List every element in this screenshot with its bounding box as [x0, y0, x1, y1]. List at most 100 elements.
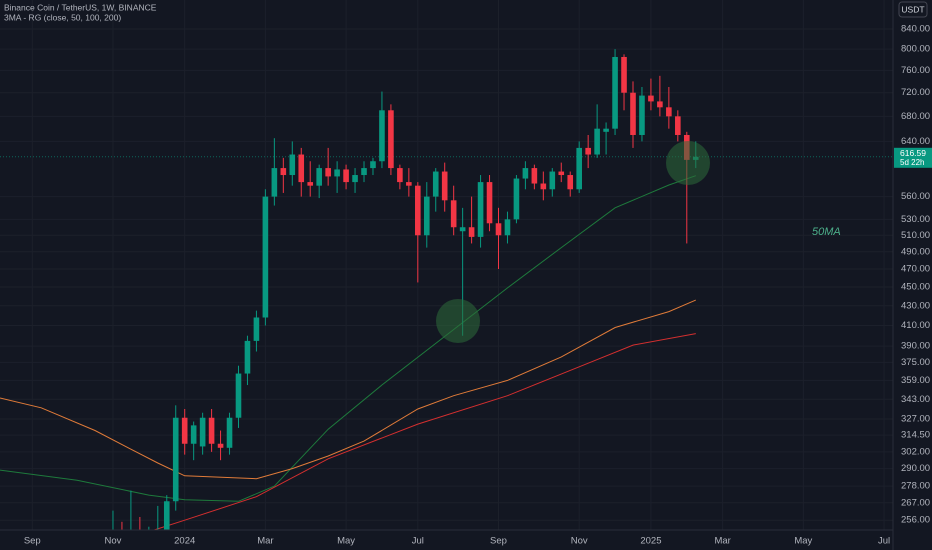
y-tick-label: 302.00 — [901, 446, 930, 457]
candle-body — [172, 417, 179, 502]
candle-body — [603, 128, 609, 132]
y-tick-label: 530.00 — [901, 214, 930, 225]
x-tick-label: Nov — [571, 536, 588, 547]
x-tick-label: Mar — [714, 536, 730, 547]
candle-body — [612, 56, 618, 129]
candle-body — [639, 95, 645, 135]
y-tick-label: 343.00 — [901, 394, 930, 405]
candle-body — [522, 168, 529, 179]
currency-box[interactable] — [898, 1, 928, 18]
candle-body — [468, 227, 475, 237]
x-tick-label: May — [794, 536, 812, 547]
x-tick-label: Mar — [257, 536, 273, 547]
y-tick-label: 640.00 — [901, 136, 930, 147]
candle-body — [666, 107, 672, 117]
y-tick-label: 327.00 — [901, 414, 930, 425]
candle-body — [567, 175, 574, 190]
candle-body — [352, 175, 358, 183]
candle-body — [343, 169, 349, 183]
candle-body — [217, 443, 224, 448]
y-tick-label: 267.00 — [901, 497, 930, 508]
y-tick-label: 490.00 — [901, 246, 930, 257]
candle-body — [441, 171, 448, 201]
candle-body — [334, 169, 340, 177]
countdown: 5d 22h — [900, 158, 924, 167]
moving-average — [0, 299, 696, 480]
candles — [112, 49, 699, 530]
candle-body — [262, 196, 269, 318]
x-tick-label: Sep — [490, 536, 507, 547]
currency[interactable]: USDT — [901, 4, 924, 14]
x-tick-label: 2025 — [640, 536, 661, 547]
candle-body — [307, 182, 314, 186]
x-tick-label: Nov — [105, 536, 122, 547]
candle-body — [459, 227, 466, 232]
y-tick-label: 560.00 — [901, 191, 930, 202]
candle-body — [271, 168, 278, 197]
candle-body — [235, 373, 242, 418]
candle-body — [388, 110, 394, 169]
y-tick-label: 278.00 — [901, 481, 930, 492]
candle-body — [450, 200, 457, 228]
candle-body — [379, 110, 385, 162]
indicator-label: 3MA - RG (close, 50, 100, 200) — [4, 12, 121, 22]
last-price-box — [894, 147, 932, 168]
y-tick-label: 290.00 — [901, 463, 930, 474]
candle-body — [199, 417, 206, 447]
candle-body — [540, 183, 547, 190]
candle-body — [621, 56, 627, 93]
y-tick-label: 680.00 — [901, 111, 930, 122]
x-tick-label: 2024 — [174, 536, 195, 547]
candle-body — [397, 168, 403, 183]
candle-body — [370, 161, 376, 169]
candle-body — [316, 168, 322, 186]
y-tick-label: 430.00 — [901, 300, 930, 311]
candle-body — [208, 417, 215, 444]
candle-body — [361, 168, 367, 176]
candle-body — [495, 223, 502, 236]
candle-body — [432, 171, 439, 197]
candle-body — [423, 196, 430, 236]
x-tick-label: Jul — [878, 536, 890, 547]
candle-body — [513, 178, 520, 220]
candle-body — [415, 185, 421, 236]
x-tick-label: Sep — [24, 536, 41, 547]
y-tick-label: 720.00 — [901, 87, 930, 98]
candle-body — [253, 317, 260, 341]
candle-body — [289, 154, 296, 176]
moving-average — [0, 175, 696, 502]
y-tick-label: 840.00 — [901, 23, 930, 34]
y-tick-label: 410.00 — [901, 320, 930, 331]
candle-body — [558, 171, 565, 176]
candle-body — [657, 101, 663, 108]
annotation: 50MA — [812, 226, 841, 238]
highlight-circle — [666, 141, 710, 185]
candle-body — [504, 219, 511, 236]
chart-title: Binance Coin / TetherUS, 1W, BINANCE — [4, 2, 157, 12]
axes: 840.00 800.00 760.00 720.00 680.00 640.00 560.… — [24, 23, 932, 547]
last-price: 616.59 — [900, 148, 926, 158]
candle-body — [549, 171, 556, 190]
y-tick-label: 256.00 — [901, 515, 930, 526]
y-tick-label: 760.00 — [901, 65, 930, 76]
y-tick-label: 800.00 — [901, 44, 930, 55]
candle-body — [648, 95, 654, 102]
candle-body — [244, 340, 251, 374]
y-tick-label: 390.00 — [901, 341, 930, 352]
candle-body — [630, 92, 636, 135]
highlight-circle — [436, 299, 480, 343]
candle-body — [298, 154, 305, 183]
candle-body — [190, 425, 197, 444]
y-tick-label: 470.00 — [901, 264, 930, 275]
candle-body — [576, 147, 582, 190]
x-tick-label: May — [337, 536, 355, 547]
y-tick-label: 314.50 — [901, 430, 930, 441]
candle-body — [163, 501, 170, 530]
y-tick-label: 510.00 — [901, 230, 930, 241]
candle-body — [406, 182, 412, 186]
y-tick-label: 359.00 — [901, 375, 930, 386]
candle-body — [226, 417, 233, 448]
candle-body — [181, 417, 188, 444]
